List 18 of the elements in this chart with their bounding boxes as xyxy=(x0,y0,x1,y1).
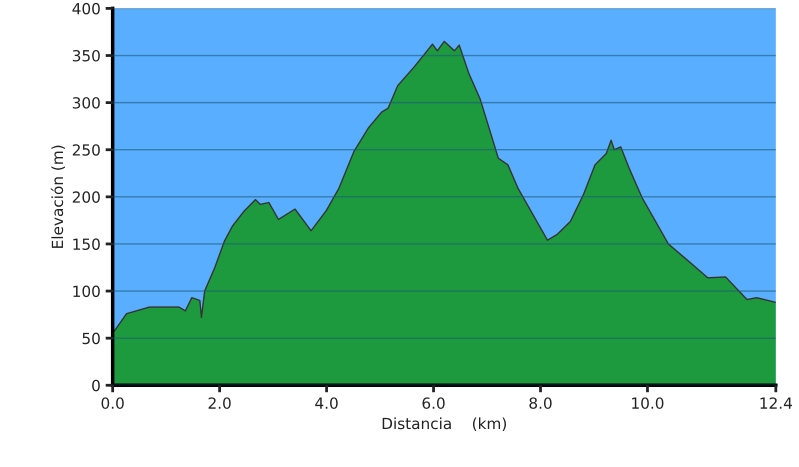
y-tick-label: 0 xyxy=(92,380,100,392)
x-tick-label: 2.0 xyxy=(208,397,231,409)
x-tick-label: 10.0 xyxy=(632,397,664,409)
x-axis-title: Distancia (km) xyxy=(382,417,506,432)
y-tick-label: 50 xyxy=(82,332,100,344)
y-tick-label: 250 xyxy=(72,144,100,156)
x-tick-label: 4.0 xyxy=(315,397,338,409)
y-axis-title: Elevación (m) xyxy=(50,146,65,248)
y-tick-label: 300 xyxy=(72,97,100,109)
y-tick-label: 200 xyxy=(72,191,100,203)
y-tick-label: 400 xyxy=(72,2,100,14)
y-tick-label: 150 xyxy=(73,238,100,250)
x-tick-label: 8.0 xyxy=(529,397,552,409)
y-tick-label: 350 xyxy=(72,50,100,62)
x-tick-label: 0.0 xyxy=(102,397,124,409)
x-tick-label: 6.0 xyxy=(422,397,445,409)
y-tick-label: 100 xyxy=(73,286,100,298)
x-tick-label: 12.4 xyxy=(760,397,792,409)
